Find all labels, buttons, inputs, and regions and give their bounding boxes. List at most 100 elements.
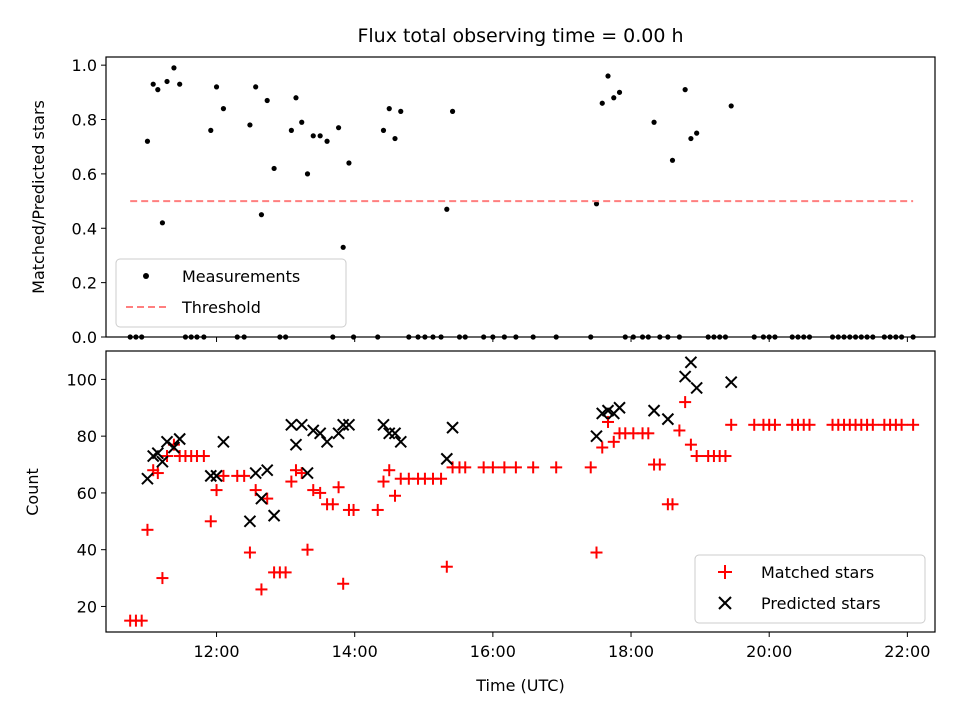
legend-threshold-label: Threshold: [181, 298, 261, 317]
measurement-point-6: [159, 220, 166, 226]
predicted-point-20: [313, 427, 327, 440]
measurement-point-34: [335, 125, 342, 131]
chart-title: Flux total observing time = 0.00 h: [357, 25, 683, 47]
predicted-point-37: [661, 412, 675, 426]
matched-point-55: [509, 461, 522, 474]
top-legend-box: [115, 258, 347, 328]
y-tick-label-1-0: 20: [77, 597, 97, 616]
measurement-point-15: [213, 84, 220, 90]
predicted-point-7: [204, 469, 217, 483]
predicted-point-29: [440, 452, 454, 466]
y-tick-label-0-3: 0.6: [72, 165, 97, 184]
bottom-legend: Matched stars Predicted stars: [694, 554, 926, 624]
predicted-point-39: [684, 356, 698, 369]
legend-matched-marker: [718, 565, 732, 579]
measurement-point-31: [317, 133, 323, 139]
measurement-point-62: [611, 95, 617, 101]
y-tick-label-0-0: 0.0: [72, 328, 97, 347]
matched-point-3: [141, 523, 154, 536]
x-tick-label-1-5: 22:00: [884, 642, 930, 661]
bottom-plot-frame: [105, 350, 936, 633]
top-axis-ticks: 0.0 0.2 0.4 0.6 0.8 1.0: [72, 56, 908, 347]
predicted-point-24: [342, 418, 356, 432]
x-tick-label-1-3: 18:00: [608, 642, 654, 661]
measurement-point-80: [728, 103, 734, 109]
legend-predicted-marker: [718, 596, 732, 610]
measurement-point-39: [380, 127, 387, 133]
measurement-point-40: [386, 106, 392, 112]
count-panel: Count Time (UTC) 20 40 60 80 100 12:00 14:00 16…: [23, 350, 936, 695]
matched-point-59: [590, 546, 603, 559]
legend-predicted-label: Predicted stars: [761, 594, 881, 613]
measurement-point-29: [304, 171, 311, 177]
matched-point-39: [377, 475, 390, 488]
matched-point-22: [261, 492, 274, 505]
matched-point-48: [440, 560, 453, 573]
measurement-point-32: [324, 138, 330, 144]
predicted-point-25: [377, 418, 390, 432]
predicted-point-17: [295, 418, 308, 432]
measurement-point-35: [340, 244, 346, 250]
matched-point-15: [210, 484, 223, 497]
legend-matched-label: Matched stars: [761, 563, 874, 582]
matched-point-71: [666, 498, 679, 511]
matched-point-28: [295, 467, 308, 480]
predicted-point-40: [690, 381, 703, 395]
top-legend: Measurements Threshold: [115, 258, 347, 328]
predicted-point-6: [173, 432, 186, 446]
measurement-point-74: [688, 135, 694, 142]
predicted-point-12: [255, 492, 268, 505]
predicted-point-8: [210, 469, 223, 483]
matched-point-5: [151, 467, 164, 480]
x-tick-label-1-0: 12:00: [193, 642, 239, 661]
measurement-point-16: [220, 106, 227, 112]
predicted-point-14: [267, 509, 281, 522]
matched-point-96: [866, 418, 879, 431]
predicted-point-31: [590, 429, 603, 443]
top-plot-frame: [105, 56, 936, 338]
measurement-point-30: [310, 133, 316, 139]
measurement-point-3: [144, 138, 151, 144]
measurement-point-4: [150, 81, 156, 87]
matched-point-56: [527, 461, 540, 474]
measurement-point-28: [299, 119, 305, 125]
measurement-point-8: [171, 65, 177, 71]
matched-point-6: [156, 572, 169, 585]
predicted-point-23: [336, 418, 350, 432]
matched-point-31: [314, 486, 327, 499]
y-tick-label-0-5: 1.0: [72, 56, 97, 75]
y-tick-label-0-1: 0.2: [72, 274, 97, 293]
predicted-point-0: [141, 472, 154, 485]
predicted-point-41: [724, 376, 738, 389]
predicted-point-15: [285, 418, 298, 432]
matched-point-18: [238, 469, 251, 482]
x-tick-label-1-4: 20:00: [746, 642, 792, 661]
measurement-point-59: [593, 201, 600, 207]
y-tick-label-1-2: 60: [77, 484, 97, 503]
measurement-point-68: [651, 119, 657, 125]
matched-point-80: [725, 418, 738, 431]
matched-point-41: [388, 489, 401, 502]
matched-point-37: [347, 503, 360, 516]
predicted-point-18: [301, 466, 314, 480]
predicted-point-36: [647, 404, 661, 417]
matched-point-57: [550, 461, 563, 474]
measurement-point-71: [669, 157, 676, 163]
matched-point-19: [243, 546, 256, 559]
y-tick-label-0-4: 0.8: [72, 111, 97, 130]
measurement-point-75: [694, 130, 700, 136]
matched-point-73: [679, 396, 692, 409]
predicted-point-30: [446, 421, 459, 434]
matched-point-69: [653, 458, 666, 471]
matched-point-29: [301, 543, 314, 556]
measurement-point-60: [599, 100, 605, 106]
matched-point-38: [371, 503, 384, 516]
measurement-point-36: [346, 160, 352, 166]
y-tick-label-1-3: 80: [77, 427, 97, 446]
predicted-point-9: [217, 435, 230, 449]
y-tick-label-0-2: 0.4: [72, 219, 97, 238]
predicted-point-19: [307, 424, 320, 437]
x-tick-label-1-2: 16:00: [470, 642, 516, 661]
measurement-point-48: [444, 206, 450, 212]
